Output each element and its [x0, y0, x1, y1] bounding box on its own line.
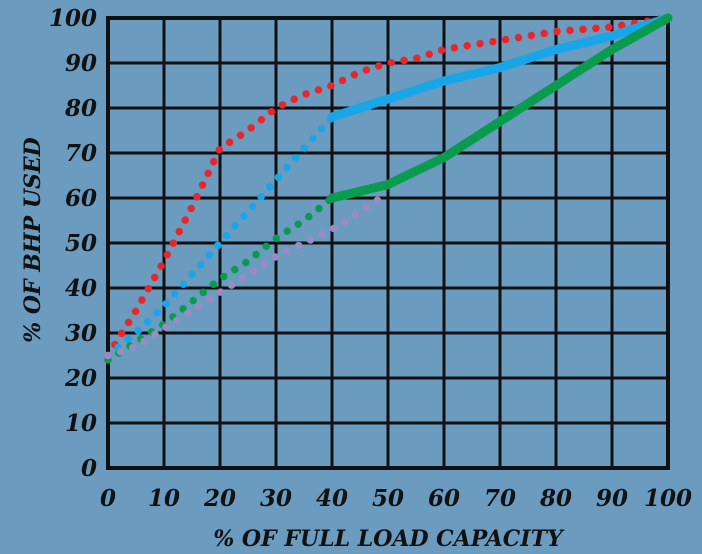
x-tick-label: 80: [539, 485, 572, 512]
series-group: [104, 13, 673, 364]
y-tick-label: 40: [65, 275, 97, 302]
x-tick-label: 30: [260, 485, 292, 512]
y-tick-label: 100: [49, 5, 97, 32]
x-tick-label: 40: [316, 485, 348, 512]
x-tick-label: 0: [100, 485, 116, 512]
x-tick-label: 60: [428, 485, 460, 512]
x-tick-label: 70: [484, 485, 516, 512]
y-tick-label: 90: [65, 50, 97, 77]
series-line-2: [104, 113, 336, 360]
y-tick-label: 70: [65, 140, 97, 167]
series-line-3: [327, 13, 673, 122]
x-axis-title: % OF FULL LOAD CAPACITY: [213, 526, 565, 552]
x-tick-label: 100: [644, 485, 692, 512]
x-tick-label: 90: [596, 485, 628, 512]
y-tick-label: 80: [64, 95, 97, 122]
y-tick-label: 0: [81, 455, 97, 482]
plot-frame: [106, 16, 670, 470]
x-tick-label: 50: [372, 485, 404, 512]
y-tick-label: 10: [65, 410, 97, 437]
x-tick-labels: 0 10 20 30 40 50 60 70 80 90 100: [100, 485, 692, 512]
y-tick-label: 50: [65, 230, 97, 257]
y-tick-label: 20: [64, 365, 97, 392]
series-line-1: [104, 14, 672, 360]
x-tick-label: 10: [148, 485, 180, 512]
series-line-6: [104, 189, 392, 360]
x-tick-label: 20: [203, 485, 236, 512]
series-line-5: [327, 13, 673, 203]
y-tick-label: 30: [65, 320, 97, 347]
grid: [106, 16, 670, 470]
y-tick-label: 60: [65, 185, 97, 212]
y-axis-title: % OF BHP USED: [20, 137, 46, 343]
y-tick-labels: 0 10 20 30 40 50 60 70 80 90 100: [49, 5, 97, 482]
